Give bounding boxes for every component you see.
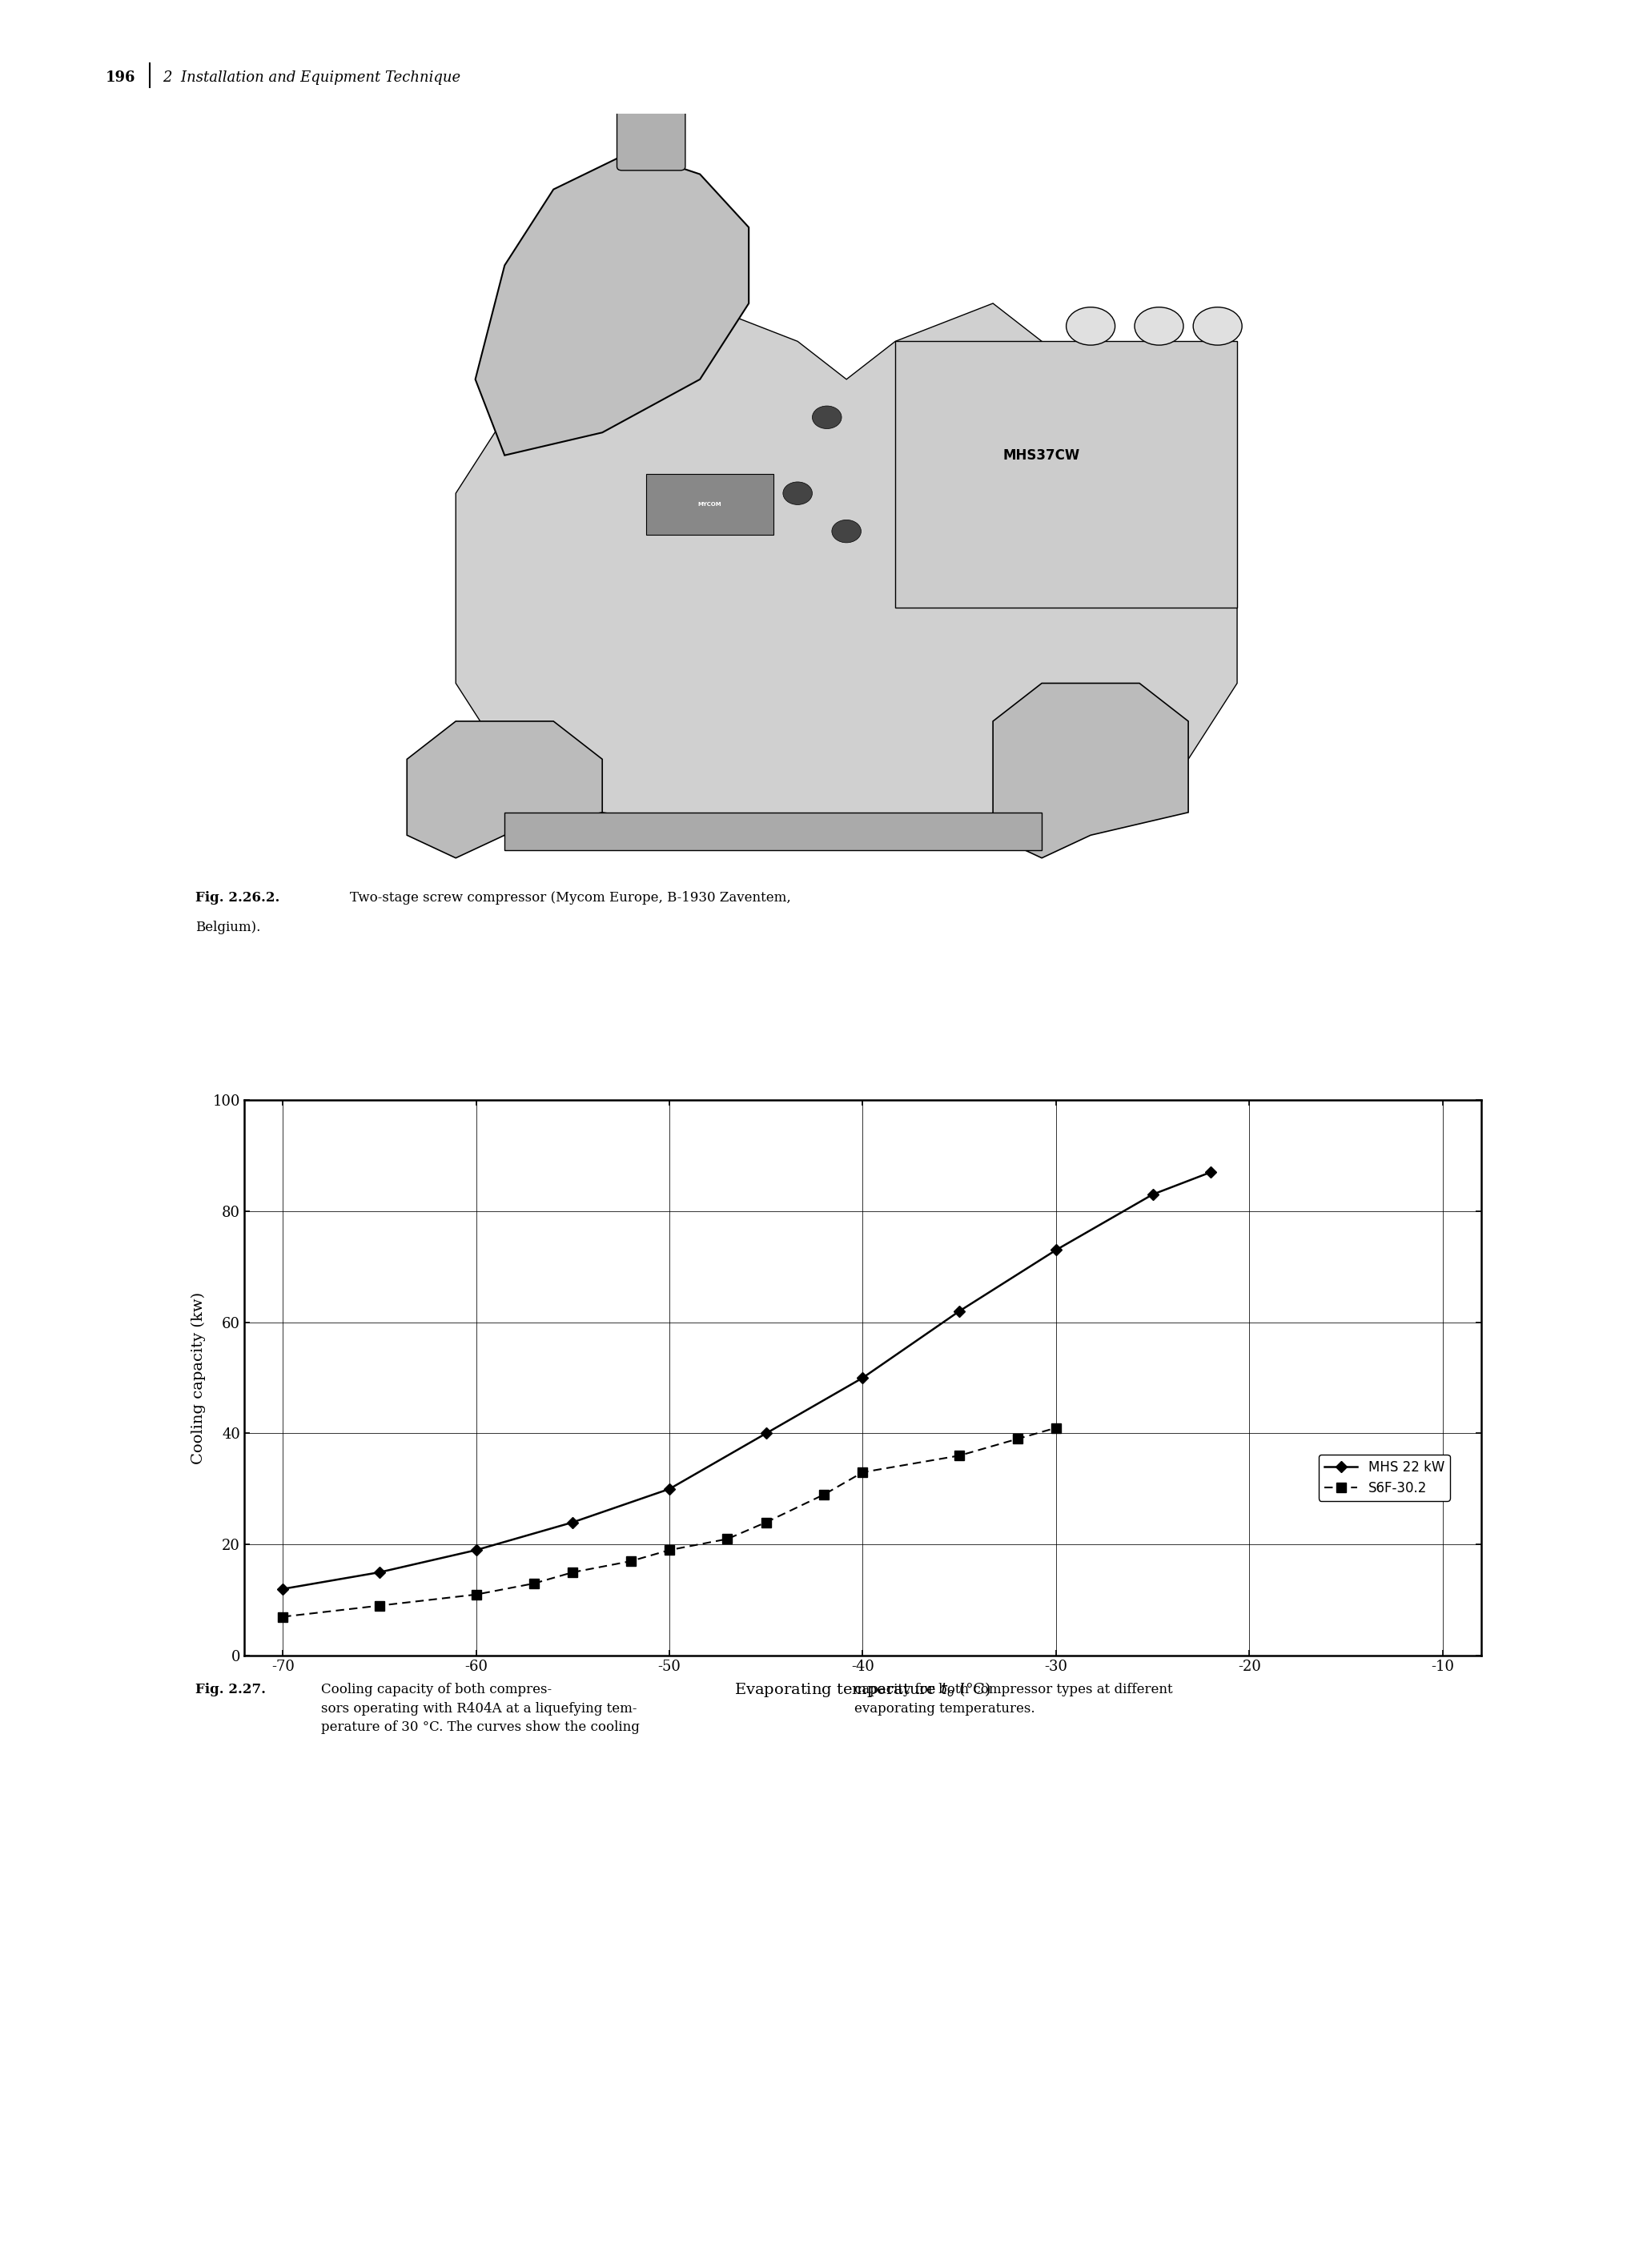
- Text: Cooling capacity of both compres-
sors operating with R404A at a liquefying tem-: Cooling capacity of both compres- sors o…: [321, 1683, 639, 1735]
- Polygon shape: [475, 152, 748, 456]
- S6F-30.2: [1007, 1424, 1027, 1452]
- S6F-30.2: [524, 1569, 543, 1597]
- MHS 22 kW: [1142, 1182, 1162, 1209]
- Legend: MHS 22 kW, S6F-30.2: MHS 22 kW, S6F-30.2: [1318, 1454, 1450, 1501]
- Y-axis label: Cooling capacity (kw): Cooling capacity (kw): [192, 1293, 207, 1463]
- S6F-30.2: [659, 1535, 678, 1563]
- Circle shape: [812, 406, 841, 429]
- S6F-30.2: [757, 1508, 776, 1535]
- MHS 22 kW: [659, 1474, 678, 1501]
- FancyBboxPatch shape: [617, 86, 685, 170]
- Text: Belgium).: Belgium).: [195, 921, 260, 934]
- Circle shape: [1066, 306, 1114, 345]
- S6F-30.2: [853, 1458, 872, 1486]
- Text: 2  Installation and Equipment Technique: 2 Installation and Equipment Technique: [163, 70, 460, 84]
- Line: S6F-30.2: S6F-30.2: [278, 1424, 1059, 1622]
- Circle shape: [831, 519, 861, 542]
- Text: Fig. 2.26.2.: Fig. 2.26.2.: [195, 891, 280, 905]
- Bar: [504, 812, 1041, 850]
- S6F-30.2: [273, 1603, 293, 1631]
- S6F-30.2: [622, 1547, 641, 1574]
- MHS 22 kW: [467, 1535, 486, 1563]
- S6F-30.2: [718, 1526, 737, 1554]
- Circle shape: [1134, 306, 1183, 345]
- FancyBboxPatch shape: [895, 342, 1237, 608]
- Text: MYCOM: MYCOM: [698, 501, 721, 508]
- MHS 22 kW: [1201, 1159, 1220, 1186]
- MHS 22 kW: [949, 1297, 968, 1325]
- MHS 22 kW: [273, 1576, 293, 1603]
- MHS 22 kW: [369, 1558, 389, 1585]
- Polygon shape: [407, 721, 602, 857]
- S6F-30.2: [369, 1592, 389, 1619]
- MHS 22 kW: [853, 1363, 872, 1390]
- Polygon shape: [992, 683, 1188, 857]
- FancyBboxPatch shape: [646, 474, 773, 535]
- X-axis label: Evaporating temperature $t_o$ (°C): Evaporating temperature $t_o$ (°C): [734, 1681, 991, 1699]
- S6F-30.2: [467, 1581, 486, 1608]
- Circle shape: [1193, 306, 1241, 345]
- Text: 196: 196: [106, 70, 135, 84]
- Polygon shape: [456, 304, 1237, 835]
- S6F-30.2: [563, 1558, 582, 1585]
- MHS 22 kW: [757, 1420, 776, 1447]
- Text: Fig. 2.27.: Fig. 2.27.: [195, 1683, 265, 1696]
- S6F-30.2: [1046, 1415, 1066, 1442]
- S6F-30.2: [814, 1481, 833, 1508]
- Line: MHS 22 kW: MHS 22 kW: [278, 1168, 1214, 1592]
- Text: MHS37CW: MHS37CW: [1002, 449, 1080, 463]
- MHS 22 kW: [1046, 1236, 1066, 1263]
- Text: Two-stage screw compressor (Mycom Europe, B-1930 Zaventem,: Two-stage screw compressor (Mycom Europe…: [350, 891, 791, 905]
- Text: capacity for both compressor types at different
evaporating temperatures.: capacity for both compressor types at di…: [854, 1683, 1173, 1715]
- Circle shape: [783, 481, 812, 506]
- S6F-30.2: [949, 1442, 968, 1470]
- MHS 22 kW: [563, 1508, 582, 1535]
